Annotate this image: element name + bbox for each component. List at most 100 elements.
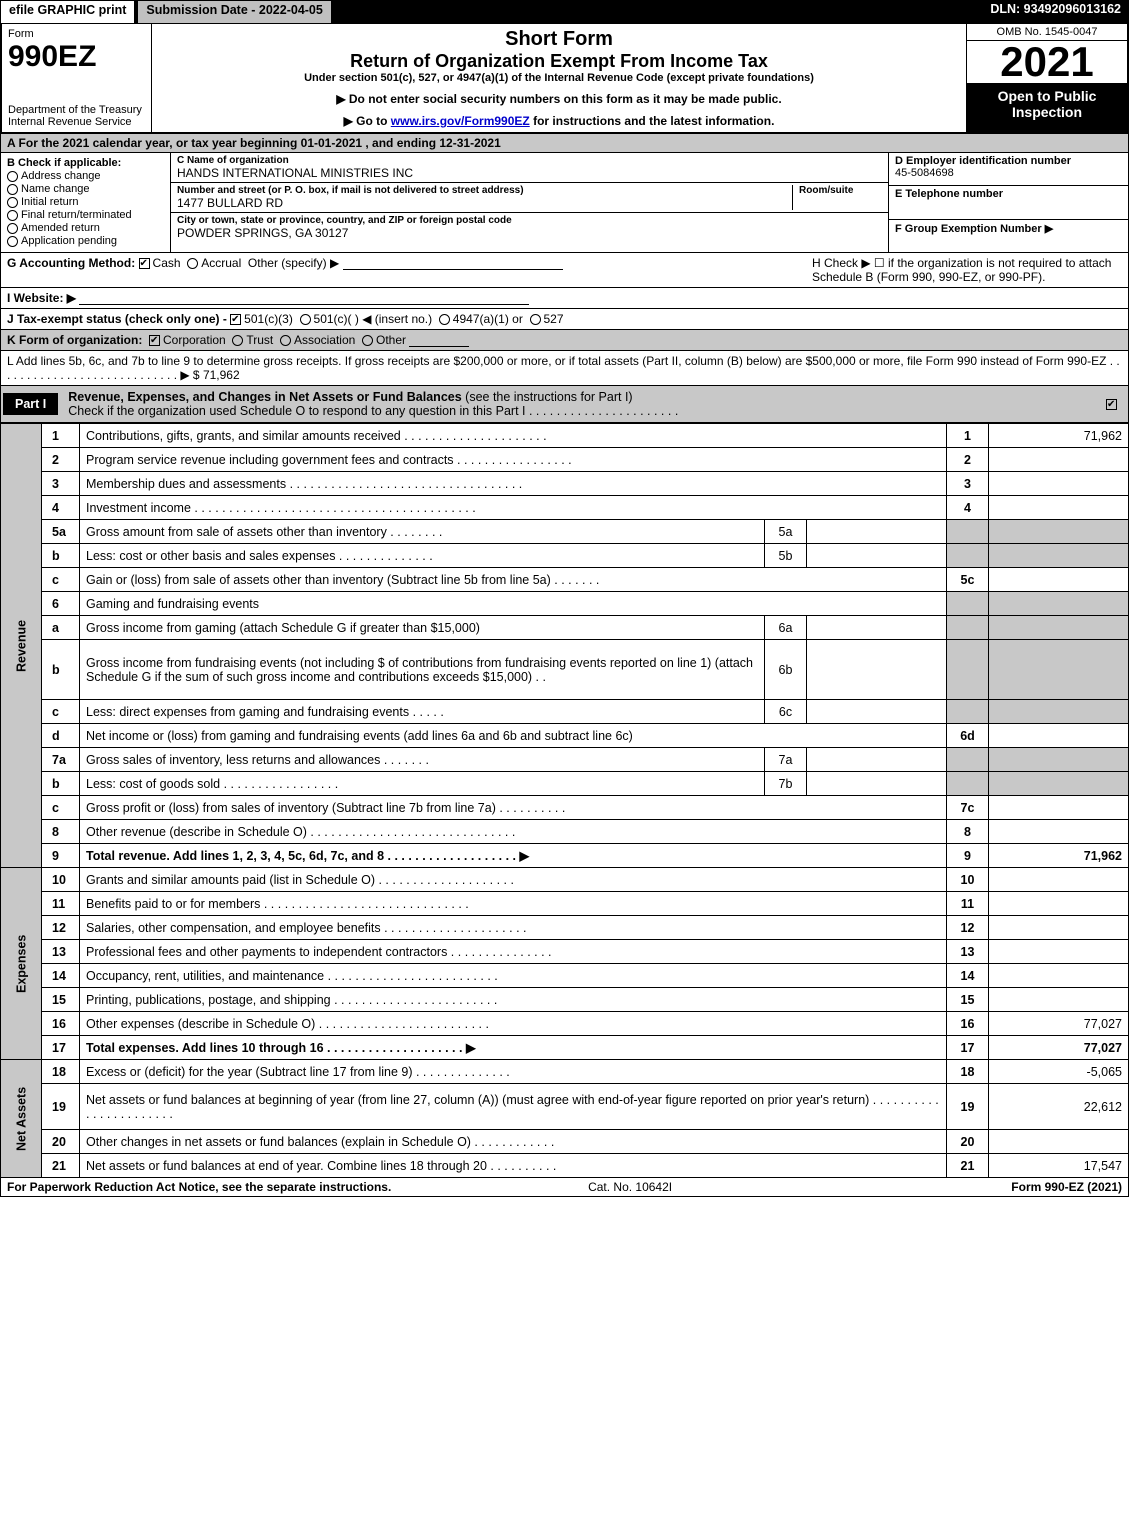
line-amount[interactable]: 77,027 <box>989 1036 1129 1060</box>
open-to-public: Open to Public Inspection <box>967 84 1127 132</box>
line-ref: 15 <box>947 988 989 1012</box>
line-amt-grey <box>989 616 1129 640</box>
line-number: 16 <box>42 1012 80 1036</box>
line-ref-grey <box>947 700 989 724</box>
efile-graphic-print[interactable]: efile GRAPHIC print <box>0 0 135 24</box>
footer-catno: Cat. No. 10642I <box>466 1180 794 1194</box>
line-amount[interactable]: 22,612 <box>989 1084 1129 1130</box>
subline-value[interactable] <box>807 640 947 700</box>
chk-application-pending[interactable]: Application pending <box>7 235 164 247</box>
lbl-org-name: C Name of organization <box>177 155 882 166</box>
department-label: Department of the Treasury <box>8 104 145 116</box>
line-desc: Salaries, other compensation, and employ… <box>80 916 947 940</box>
chk-amended-return[interactable]: Amended return <box>7 222 164 234</box>
header-right: OMB No. 1545-0047 2021 Open to Public In… <box>967 24 1127 132</box>
lbl-527: 527 <box>544 312 564 326</box>
line-desc: Membership dues and assessments . . . . … <box>80 472 947 496</box>
line-amount[interactable] <box>989 448 1129 472</box>
line-amount[interactable] <box>989 988 1129 1012</box>
line-desc: Printing, publications, postage, and shi… <box>80 988 947 1012</box>
line-desc: Net income or (loss) from gaming and fun… <box>80 724 947 748</box>
line-amount[interactable] <box>989 724 1129 748</box>
line-amount[interactable]: 17,547 <box>989 1154 1129 1178</box>
title-return-exempt: Return of Organization Exempt From Incom… <box>160 51 958 72</box>
line-ref: 11 <box>947 892 989 916</box>
chk-cash[interactable] <box>139 258 150 269</box>
line-desc: Total revenue. Add lines 1, 2, 3, 4, 5c,… <box>80 844 947 868</box>
line-ref: 2 <box>947 448 989 472</box>
subline-value[interactable] <box>807 616 947 640</box>
chk-schedule-o-used[interactable] <box>1106 399 1117 410</box>
chk-trust[interactable] <box>232 335 243 346</box>
subline-value[interactable] <box>807 772 947 796</box>
line-number: b <box>42 640 80 700</box>
line-amount[interactable] <box>989 1130 1129 1154</box>
line-ref: 19 <box>947 1084 989 1130</box>
note-goto-prefix: ▶ Go to <box>344 114 391 128</box>
line-amount[interactable] <box>989 820 1129 844</box>
other-specify-input[interactable] <box>343 256 563 270</box>
subline-value[interactable] <box>807 700 947 724</box>
line-amt-grey <box>989 640 1129 700</box>
chk-501c3[interactable] <box>230 314 241 325</box>
line-amt-grey <box>989 520 1129 544</box>
line-number: 13 <box>42 940 80 964</box>
lbl-website: I Website: ▶ <box>7 291 76 305</box>
line-ref: 13 <box>947 940 989 964</box>
subline-value[interactable] <box>807 748 947 772</box>
chk-other-org[interactable] <box>362 335 373 346</box>
chk-address-change[interactable]: Address change <box>7 170 164 182</box>
line-desc: Contributions, gifts, grants, and simila… <box>80 424 947 448</box>
line-amount[interactable] <box>989 496 1129 520</box>
chk-accrual[interactable] <box>187 258 198 269</box>
lbl-ein: D Employer identification number <box>895 155 1122 167</box>
chk-corporation[interactable] <box>149 335 160 346</box>
row-l-gross-receipts: L Add lines 5b, 6c, and 7b to line 9 to … <box>0 351 1129 386</box>
line-ref: 7c <box>947 796 989 820</box>
chk-association[interactable] <box>280 335 291 346</box>
line-desc: Other changes in net assets or fund bala… <box>80 1130 947 1154</box>
line-ref: 14 <box>947 964 989 988</box>
chk-final-return[interactable]: Final return/terminated <box>7 209 164 221</box>
line-amount[interactable] <box>989 916 1129 940</box>
part1-sub: (see the instructions for Part I) <box>462 390 633 404</box>
col-b-check-applicable: B Check if applicable: Address change Na… <box>1 153 171 252</box>
subline-value[interactable] <box>807 544 947 568</box>
val-row-l: 71,962 <box>203 368 240 382</box>
other-org-input[interactable] <box>409 335 469 347</box>
chk-initial-return[interactable]: Initial return <box>7 196 164 208</box>
line-amount[interactable] <box>989 796 1129 820</box>
dln: DLN: 93492096013162 <box>982 0 1129 24</box>
website-input[interactable] <box>79 291 529 305</box>
line-amount[interactable] <box>989 940 1129 964</box>
line-number: 19 <box>42 1084 80 1130</box>
line-amount[interactable]: -5,065 <box>989 1060 1129 1084</box>
val-city: POWDER SPRINGS, GA 30127 <box>177 226 882 240</box>
line-amt-grey <box>989 748 1129 772</box>
line-number: 1 <box>42 424 80 448</box>
chk-4947a1[interactable] <box>439 314 450 325</box>
chk-501c[interactable] <box>300 314 311 325</box>
row-h-schedule-b: H Check ▶ ☐ if the organization is not r… <box>802 256 1122 284</box>
line-amount[interactable]: 77,027 <box>989 1012 1129 1036</box>
top-bar: efile GRAPHIC print Submission Date - 20… <box>0 0 1129 24</box>
line-number: 15 <box>42 988 80 1012</box>
line-amount[interactable]: 71,962 <box>989 424 1129 448</box>
line-amount[interactable] <box>989 892 1129 916</box>
line-desc: Grants and similar amounts paid (list in… <box>80 868 947 892</box>
line-amount[interactable] <box>989 472 1129 496</box>
line-desc: Investment income . . . . . . . . . . . … <box>80 496 947 520</box>
chk-name-change[interactable]: Name change <box>7 183 164 195</box>
line-amount[interactable] <box>989 964 1129 988</box>
line-number: 10 <box>42 868 80 892</box>
line-amount[interactable] <box>989 868 1129 892</box>
line-ref-grey <box>947 544 989 568</box>
chk-527[interactable] <box>530 314 541 325</box>
line-number: 9 <box>42 844 80 868</box>
line-number: 11 <box>42 892 80 916</box>
irs-link[interactable]: www.irs.gov/Form990EZ <box>391 114 530 128</box>
line-number: 12 <box>42 916 80 940</box>
line-amount[interactable] <box>989 568 1129 592</box>
subline-value[interactable] <box>807 520 947 544</box>
line-amount[interactable]: 71,962 <box>989 844 1129 868</box>
